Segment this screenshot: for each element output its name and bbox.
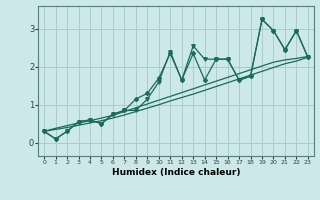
X-axis label: Humidex (Indice chaleur): Humidex (Indice chaleur) [112, 168, 240, 177]
